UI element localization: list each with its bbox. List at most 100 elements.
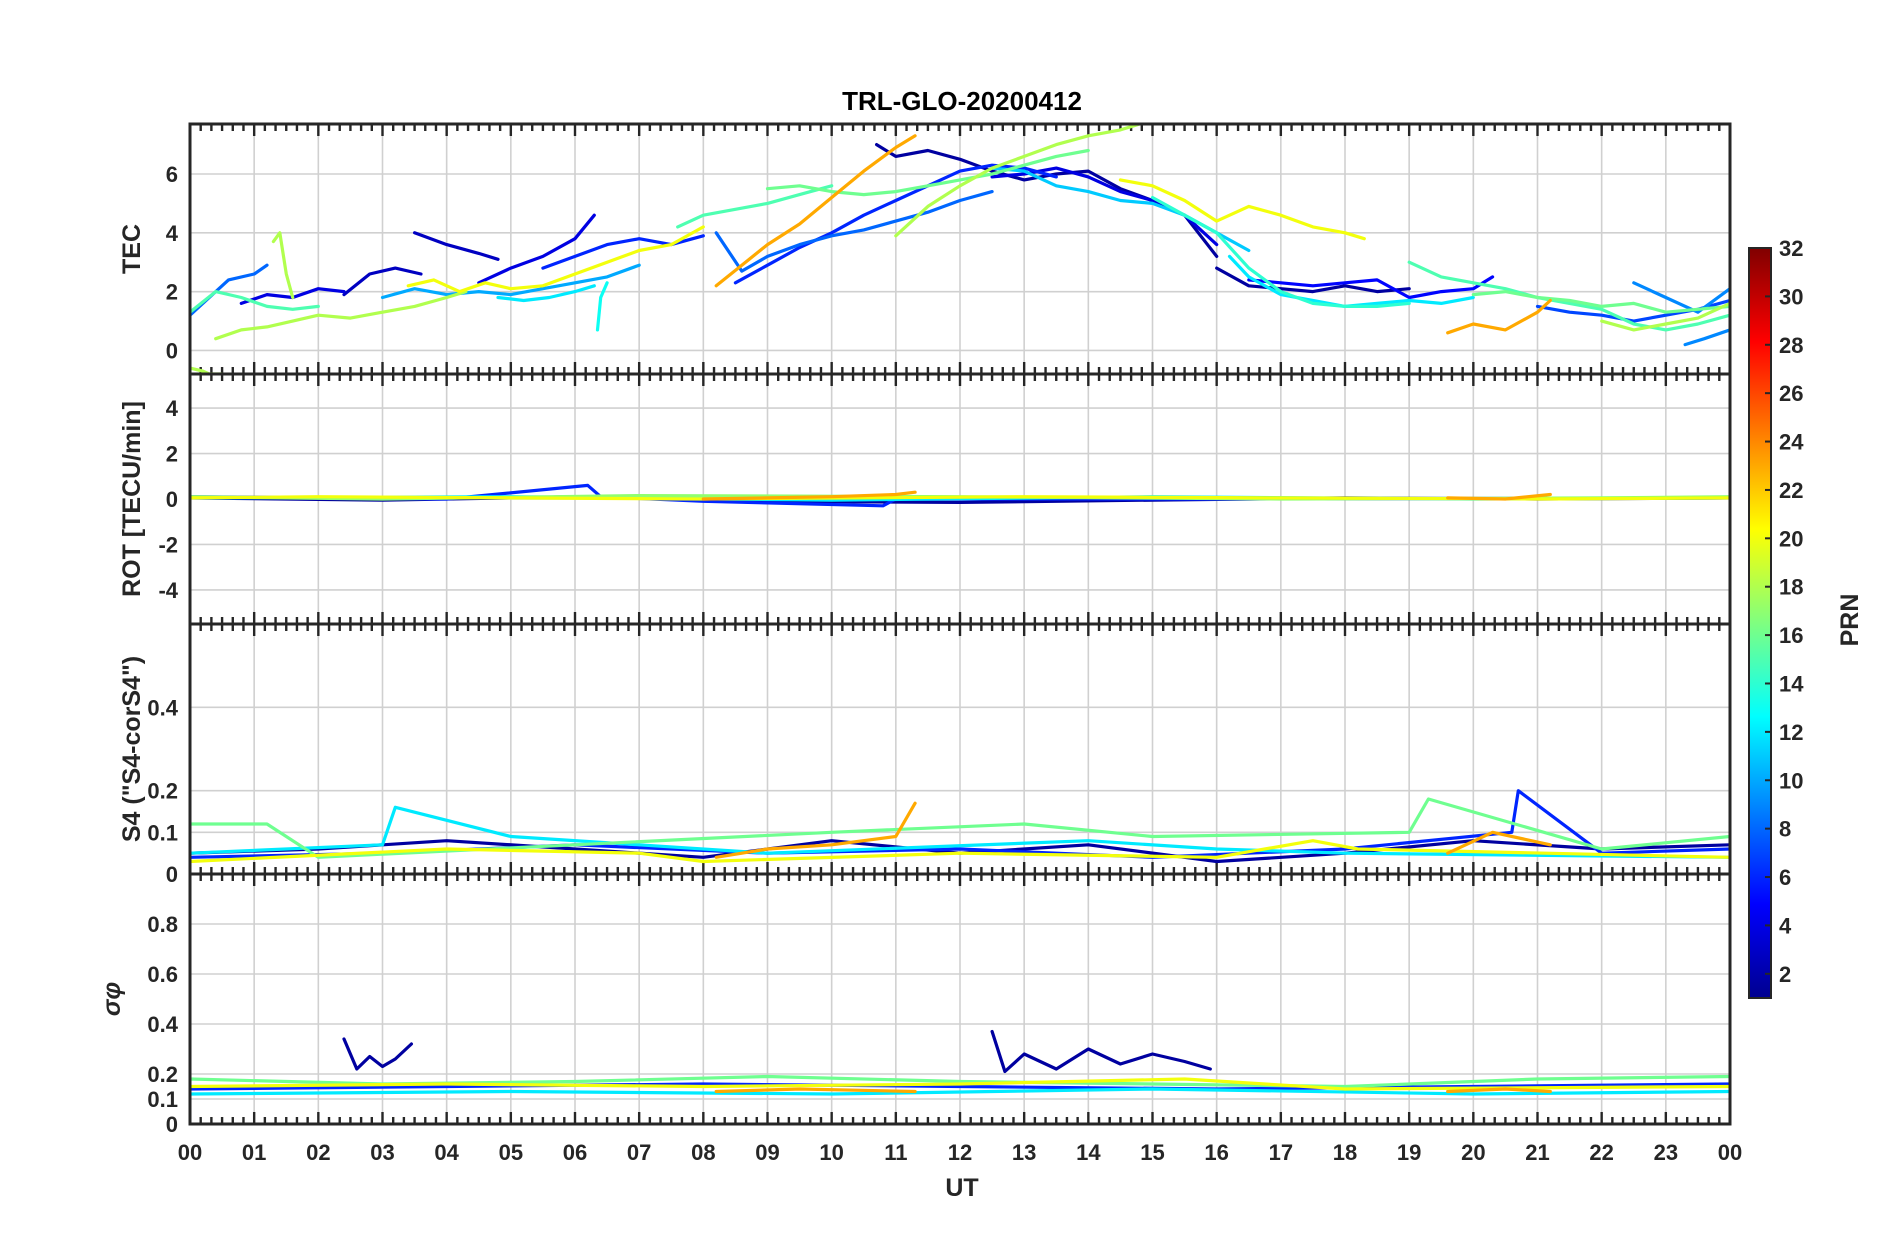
panel-sigma_phi: 00.10.2 0.4 0.6 0.8 σφ (98, 872, 1732, 1137)
panel-rot: -4 -2 0 2 4 ROT [TECU/min] (118, 372, 1732, 626)
series-prn-9 (1683, 328, 1730, 347)
y-axis-label-s4: S4 ("S4-corS4") (118, 656, 146, 842)
series-prn-16 (765, 148, 1090, 197)
x-tick-label: 05 (499, 1140, 523, 1165)
x-tick-label: 12 (948, 1140, 972, 1165)
colorbar-tick-label: 32 (1779, 236, 1803, 261)
colorbar-tick-label: 8 (1779, 817, 1791, 842)
series-prn-2 (990, 1029, 1212, 1074)
y-tick-label: 0.1 (147, 820, 178, 845)
y-tick-label: 0 (166, 1112, 178, 1137)
colorbar-tick-label: 30 (1779, 284, 1803, 309)
y-tick-label: -2 (158, 532, 178, 557)
series-prn-23 (1446, 298, 1552, 335)
x-tick-label: 02 (306, 1140, 330, 1165)
series-prn-4 (477, 213, 596, 285)
x-tick-label: 06 (563, 1140, 587, 1165)
x-tick-label: 16 (1204, 1140, 1228, 1165)
x-tick-label: 20 (1461, 1140, 1485, 1165)
x-tick-label: 11 (884, 1140, 907, 1165)
series-prn-20 (1118, 178, 1366, 241)
series-prn-2 (342, 1037, 413, 1071)
panel-frame (188, 872, 1732, 1126)
colorbar-tick-label: 20 (1779, 526, 1803, 551)
colorbar-tick-label: 2 (1779, 962, 1791, 987)
series-prn-20 (190, 1077, 1730, 1091)
colorbar-tick-label: 10 (1779, 768, 1803, 793)
colorbar-tick-label: 22 (1779, 478, 1803, 503)
x-tick-label: 13 (1012, 1140, 1036, 1165)
x-tick-label: 04 (434, 1140, 459, 1165)
series-prn-3 (413, 231, 500, 261)
series-prn-23 (1446, 1087, 1552, 1094)
series-prn-5 (1247, 275, 1495, 300)
y-tick-label: 0.8 (147, 912, 178, 937)
series-prn-15 (676, 184, 834, 229)
series-prn-16 (190, 797, 1730, 859)
x-tick-label: 18 (1333, 1140, 1357, 1165)
series-prn-2 (1215, 266, 1411, 294)
x-tick-label: 21 (1525, 1140, 1549, 1165)
colorbar-tick-label: 24 (1779, 430, 1804, 455)
chart-title: TRL-GLO-20200412 (842, 86, 1082, 116)
series-prn-20 (406, 225, 705, 294)
x-tick-label: 14 (1076, 1140, 1101, 1165)
series-prn-18 (271, 231, 295, 300)
colorbar-tick-label: 28 (1779, 333, 1803, 358)
x-tick-label: 00 (178, 1140, 202, 1165)
y-tick-label: 2 (166, 442, 178, 467)
series-prn-23 (714, 801, 917, 859)
x-tick-label: 17 (1269, 1140, 1293, 1165)
y-tick-label: 0.1 (147, 1087, 178, 1112)
colorbar-tick-label: 18 (1779, 575, 1803, 600)
colorbar-tick-label: 14 (1779, 671, 1804, 696)
series-prn-6 (733, 163, 1058, 285)
x-tick-label: 23 (1654, 1140, 1678, 1165)
x-tick-label: 10 (819, 1140, 843, 1165)
y-tick-label: -4 (158, 578, 178, 603)
y-tick-label: 0.6 (147, 962, 178, 987)
y-tick-label: 0.2 (147, 779, 178, 804)
y-tick-label: 0.2 (147, 1062, 178, 1087)
series-prn-18 (1600, 301, 1730, 332)
colorbar-tick-label: 16 (1779, 623, 1803, 648)
series-prn-23 (701, 490, 917, 501)
series-prn-14 (1150, 195, 1411, 308)
x-tick-label: 07 (627, 1140, 651, 1165)
x-tick-label: 15 (1140, 1140, 1164, 1165)
series-prn-23 (1446, 830, 1552, 855)
x-axis: 00 01 02 03 04 05 06 07 08 09 10 11 12 13 14 15 16 17 18 19… (178, 1140, 1742, 1165)
series-prn-3 (342, 266, 423, 297)
colorbar-tick-label: 26 (1779, 381, 1803, 406)
y-tick-label: 6 (166, 162, 178, 187)
y-tick-label: 0 (166, 487, 178, 512)
colorbar-tick-label: 12 (1779, 720, 1803, 745)
x-tick-label: 08 (691, 1140, 715, 1165)
x-tick-label: 19 (1397, 1140, 1421, 1165)
series-prn-8 (190, 263, 269, 317)
series-group (190, 789, 1730, 864)
x-tick-label: 09 (755, 1140, 779, 1165)
colorbar-label: PRN (1836, 594, 1864, 647)
y-axis-label-tec: TEC (118, 224, 146, 274)
panel-s4: 0 0.1 0.2 0.4S4 ("S4-corS4") (118, 622, 1732, 887)
colorbar-gradient (1748, 247, 1772, 999)
series-prn-8 (714, 190, 994, 273)
series-prn-2 (874, 143, 1219, 258)
series-prn-23 (714, 1087, 917, 1094)
panel-tec: 0 2 4 6 TEC (118, 122, 1732, 376)
x-axis-label: UT (945, 1174, 978, 1202)
y-tick-label: 2 (166, 280, 178, 305)
y-tick-label: 0.4 (147, 695, 178, 720)
series-prn-9 (1632, 281, 1730, 314)
series-prn-18 (214, 290, 468, 341)
series-prn-15 (1407, 260, 1730, 332)
series-prn-15 (190, 290, 320, 314)
series-prn-20 (190, 839, 1730, 864)
series-prn-10 (380, 263, 641, 300)
y-tick-label: 4 (166, 396, 179, 421)
x-tick-label: 00 (1718, 1140, 1742, 1165)
